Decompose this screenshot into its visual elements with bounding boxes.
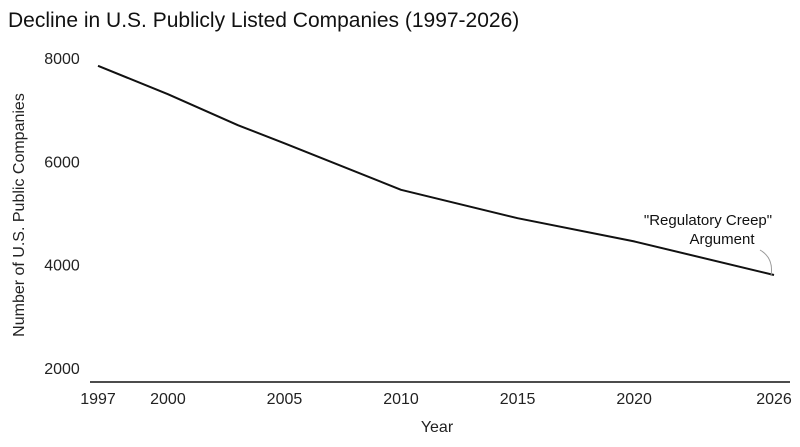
- chart-title: Decline in U.S. Publicly Listed Companie…: [8, 9, 519, 32]
- x-tick-label: 2020: [616, 391, 652, 408]
- annotation-line-1: "Regulatory Creep": [644, 212, 772, 229]
- x-tick-label: 2000: [150, 391, 186, 408]
- annotation-line-2: Argument: [689, 231, 755, 248]
- y-tick-label: 6000: [44, 154, 80, 171]
- x-tick-label: 2026: [756, 391, 792, 408]
- series-layer: [97, 64, 775, 276]
- series-line-0: [97, 64, 775, 276]
- y-tick-label: 4000: [44, 258, 80, 275]
- x-tick-label: 2010: [383, 391, 419, 408]
- annotation-leader-line: [759, 249, 772, 277]
- y-tick-label: 2000: [44, 361, 80, 378]
- x-tick-label: 2005: [267, 391, 303, 408]
- y-axis-label: Number of U.S. Public Companies: [11, 93, 28, 337]
- x-tick-label: 2015: [500, 391, 536, 408]
- y-axis-ticks: 2000 4000 6000 8000: [44, 51, 80, 378]
- x-axis-ticks: 1997 2000 2005 2010 2015 2020 2026: [80, 391, 792, 408]
- y-tick-label: 8000: [44, 51, 80, 68]
- x-tick-label: 1997: [80, 391, 116, 408]
- x-axis-label: Year: [421, 419, 454, 436]
